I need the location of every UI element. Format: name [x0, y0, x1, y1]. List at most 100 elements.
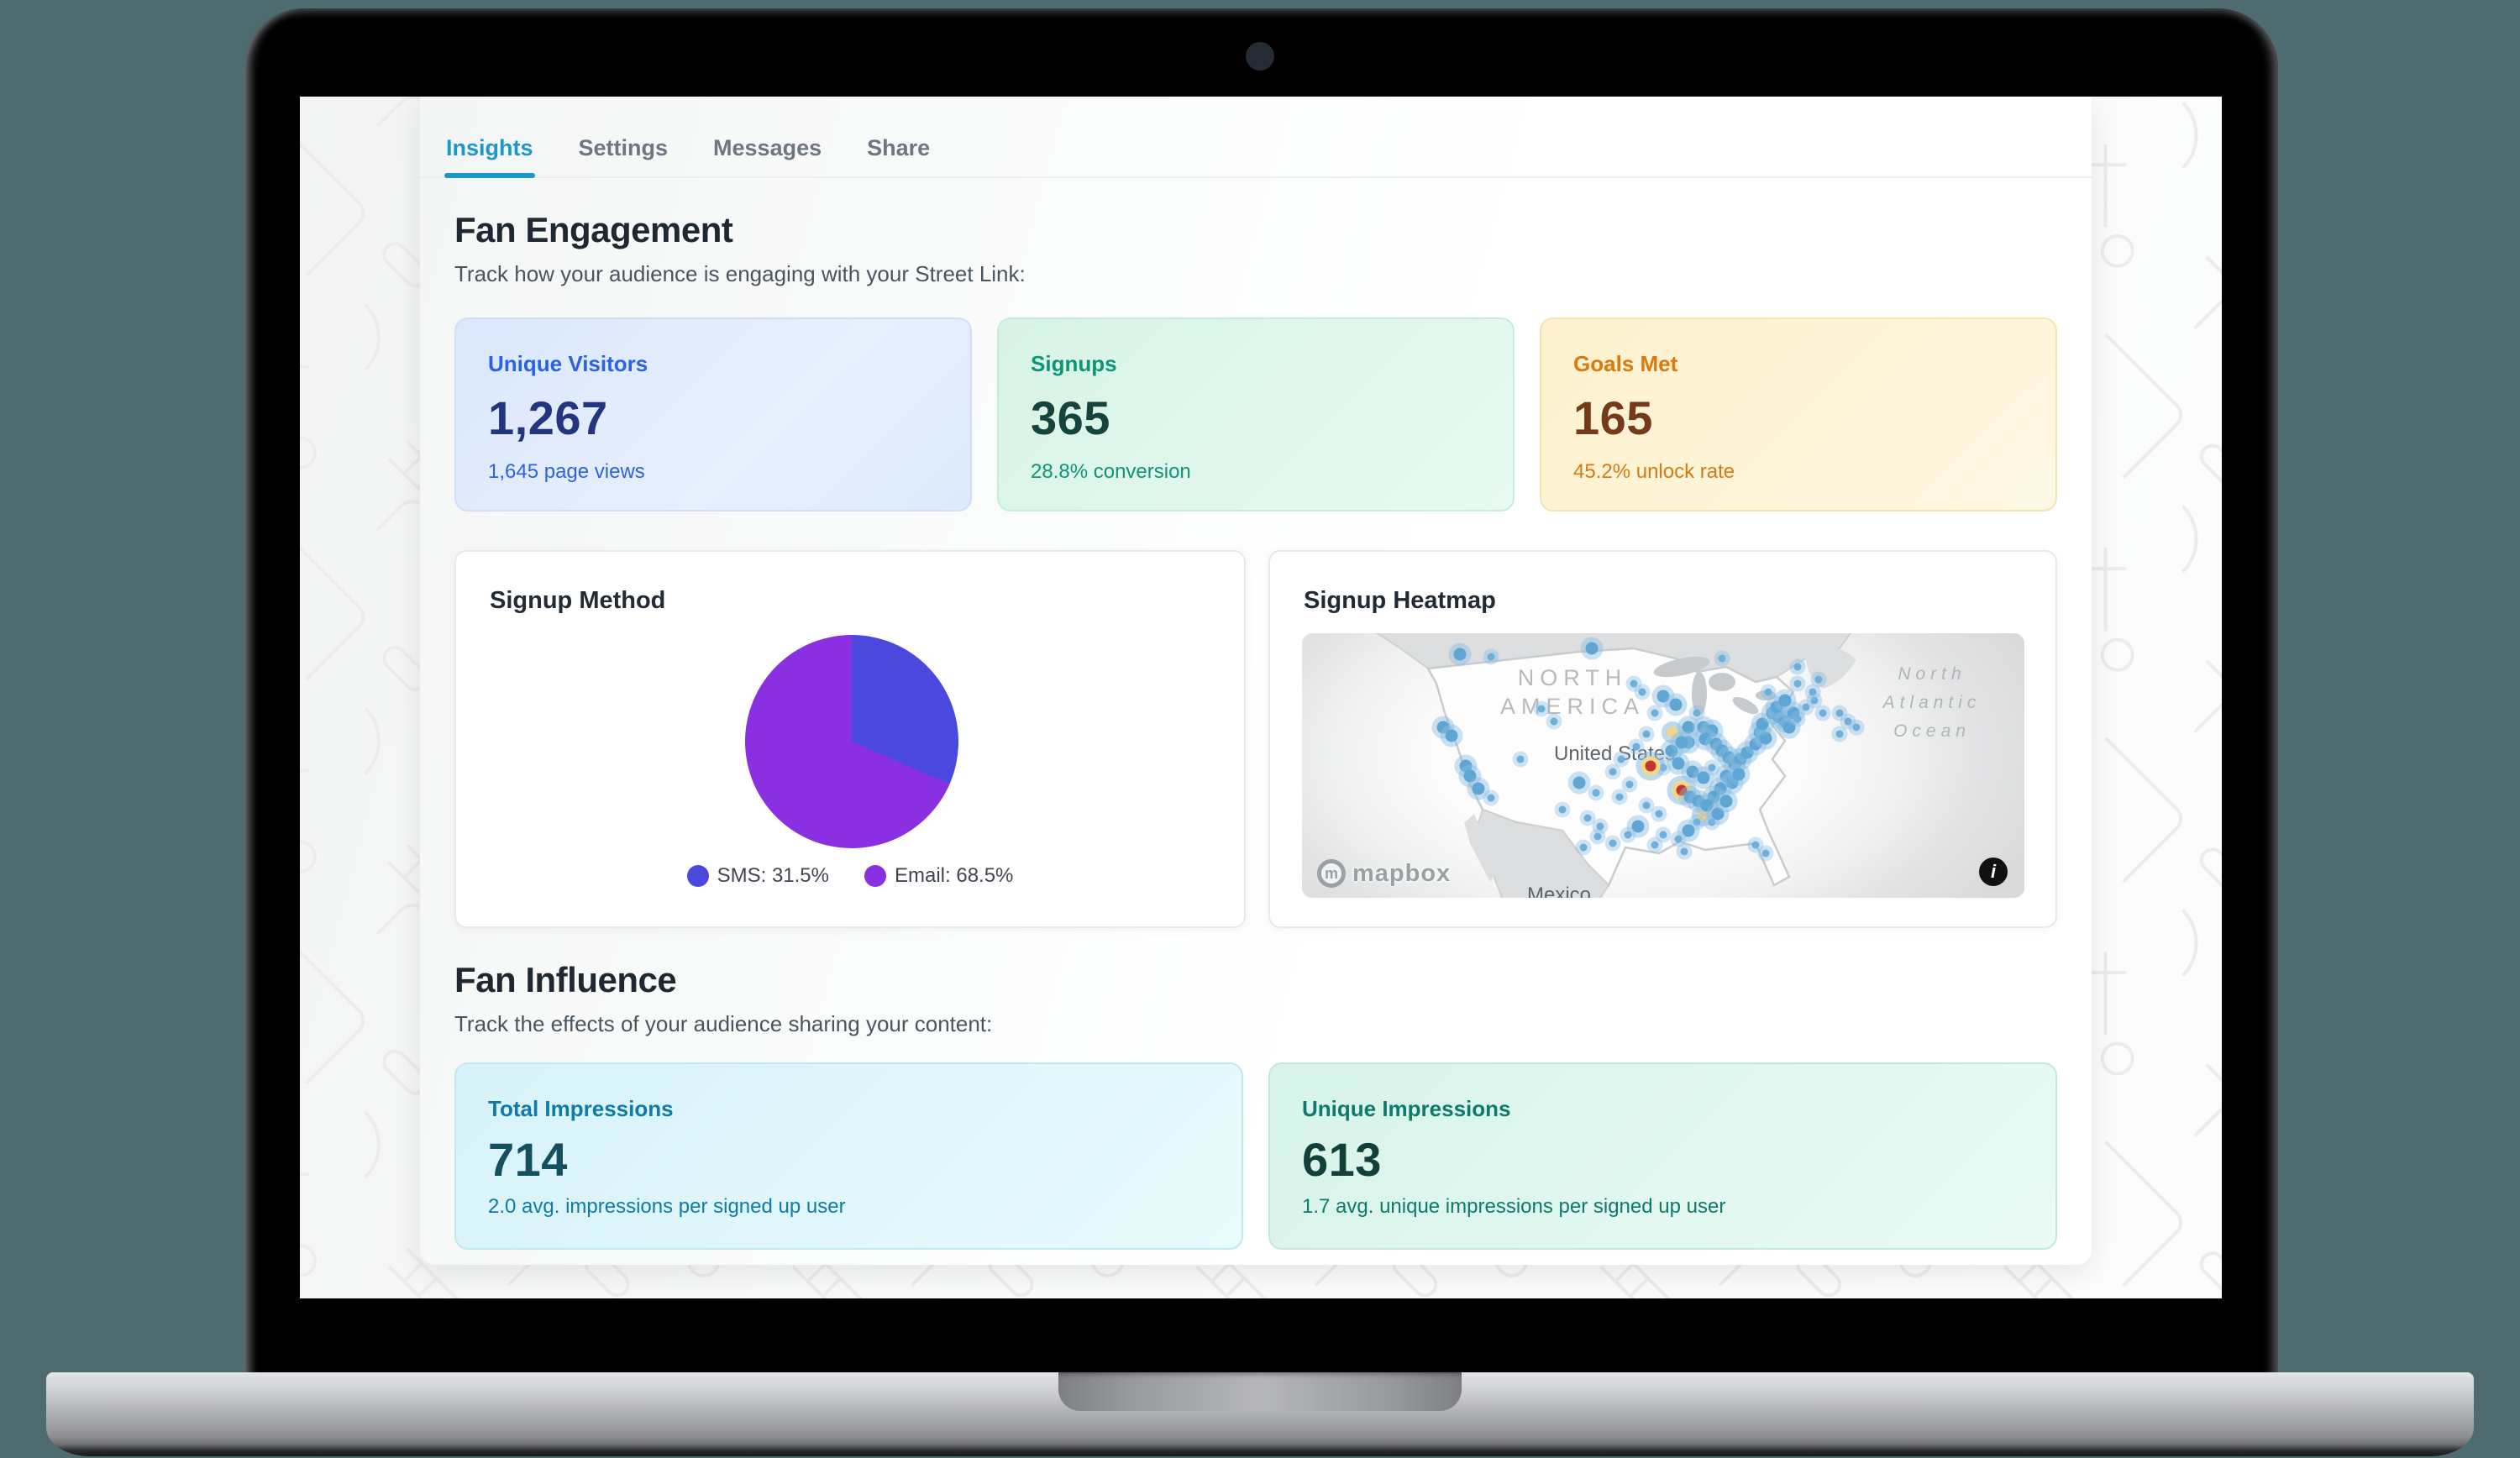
heatmap-point [1793, 679, 1802, 688]
fan-influence-subtitle: Track the effects of your audience shari… [454, 1011, 993, 1036]
heatmap-point [1472, 782, 1485, 795]
heatmap-point [1585, 642, 1599, 655]
heatmap-point [1802, 703, 1810, 711]
sms-swatch-icon [686, 865, 709, 887]
heatmap-point [1809, 688, 1817, 696]
stat-value: 1,267 [488, 391, 608, 444]
mapbox-wordmark: mapbox [1352, 859, 1452, 887]
heatmap-point [1761, 849, 1770, 857]
legend-item-email: Email: 68.5% [864, 864, 1013, 888]
heatmap-point [1583, 814, 1592, 822]
heatmap-point [1453, 648, 1467, 661]
stat-subtext: 28.8% conversion [1031, 460, 1191, 483]
signup-method-title: Signup Method [490, 587, 666, 614]
email-swatch-icon [864, 865, 886, 887]
heatmap-point [1630, 679, 1638, 688]
heatmap-point [1782, 721, 1796, 734]
signup-heatmap-title: Signup Heatmap [1304, 587, 1496, 614]
heatmap-point [1756, 717, 1769, 731]
map-info-button[interactable]: i [1979, 857, 2008, 886]
heatmap-point [1680, 847, 1688, 856]
heatmap-point [1463, 769, 1477, 783]
goals-met-card: Goals Met 165 45.2% unlock rate [1540, 317, 2057, 511]
heatmap-point [1625, 780, 1634, 789]
heatmap-point [1764, 688, 1772, 696]
stat-value: 613 [1302, 1133, 1382, 1186]
stat-value: 365 [1031, 391, 1110, 444]
heatmap-point [1700, 799, 1714, 812]
legend-item-sms: SMS: 31.5% [686, 864, 829, 888]
heatmap-point [1624, 831, 1632, 839]
fan-engagement-subtitle: Track how your audience is engaging with… [454, 261, 1026, 286]
mapbox-attribution-link[interactable]: m mapbox [1317, 859, 1451, 888]
heatmap-point [1674, 835, 1683, 843]
laptop-base [46, 1372, 2474, 1456]
heatmap-point [1751, 841, 1760, 849]
tab-messages[interactable]: Messages [713, 135, 822, 160]
heatmap-map-canvas[interactable]: NORTH AMERICA United States Mexico North… [1302, 633, 2024, 898]
heatmap-point [1698, 732, 1712, 746]
stat-title: Unique Impressions [1302, 1096, 1511, 1121]
heatmap-point [1516, 755, 1525, 763]
heatmap-point [1749, 737, 1762, 751]
heatmap-point [1697, 771, 1710, 784]
heatmap-point [1672, 757, 1685, 770]
tab-settings[interactable]: Settings [578, 135, 669, 160]
heatmap-point [1651, 841, 1659, 849]
heatmap-point [1487, 653, 1495, 661]
heatmap-point [1537, 705, 1546, 713]
heatmap-point [1810, 696, 1819, 705]
stat-title: Signups [1031, 351, 1117, 376]
heatmap-point [1638, 688, 1646, 696]
unique-visitors-card: Unique Visitors 1,267 1,645 page views [454, 317, 972, 511]
heatmap-point [1609, 768, 1617, 776]
laptop-screen-bezel: Insights Settings Messages Share Fan Eng… [244, 8, 2278, 1372]
stat-title: Goals Met [1573, 351, 1678, 376]
tab-share[interactable]: Share [867, 135, 931, 160]
heatmap-point [1686, 765, 1699, 779]
dashboard-panel: Insights Settings Messages Share Fan Eng… [420, 97, 2092, 1265]
tab-bar: Insights Settings Messages Share [420, 97, 2092, 178]
heatmap-point [1682, 824, 1695, 837]
mapbox-logo-icon: m [1317, 859, 1346, 888]
heatmap-point [1659, 831, 1667, 839]
heatmap-point [1572, 776, 1586, 789]
signup-method-pie-chart [745, 635, 958, 848]
heatmap-point [1708, 818, 1716, 826]
heatmap-point [1550, 717, 1558, 726]
heatmap-point [1632, 742, 1641, 751]
signup-method-panel: Signup Method SMS: 31.5% Email: 68.5% [454, 550, 1246, 928]
heatmap-point [1697, 810, 1709, 821]
stat-title: Unique Visitors [488, 351, 648, 376]
heatmap-point [1693, 818, 1701, 826]
heatmap-point [1487, 794, 1495, 802]
heatmap-point [1675, 736, 1688, 749]
heatmap-point [1708, 763, 1716, 772]
heatmap-point [1631, 820, 1645, 833]
heatmap-point [1579, 843, 1588, 852]
heatmap-point [1617, 755, 1625, 763]
heatmap-point [1459, 759, 1473, 773]
heatmap-point [1609, 839, 1617, 847]
signups-card: Signups 365 28.8% conversion [997, 317, 1515, 511]
heatmap-point [1693, 709, 1701, 717]
stat-subtext: 2.0 avg. impressions per signed up user [488, 1195, 846, 1218]
influence-cards-row: Total Impressions 714 2.0 avg. impressio… [454, 1062, 2057, 1250]
heatmap-point [1596, 822, 1604, 831]
heatmap-point [1641, 756, 1661, 776]
heatmap-point [1793, 715, 1802, 723]
heatmap-point [1732, 768, 1746, 781]
tab-insights[interactable]: Insights [444, 135, 535, 178]
heatmap-point [1615, 793, 1624, 801]
heatmap-point [1819, 709, 1827, 717]
laptop-base-notch [1058, 1372, 1462, 1411]
map-landmasses [1374, 633, 1856, 898]
webcam-icon [1246, 42, 1274, 71]
stat-subtext: 1.7 avg. unique impressions per signed u… [1302, 1195, 1726, 1218]
heatmap-point [1835, 730, 1844, 738]
heatmap-point [1642, 801, 1651, 810]
heatmap-point [1719, 795, 1733, 808]
unique-impressions-card: Unique Impressions 613 1.7 avg. unique i… [1268, 1062, 2057, 1250]
heatmap-point [1558, 805, 1567, 814]
